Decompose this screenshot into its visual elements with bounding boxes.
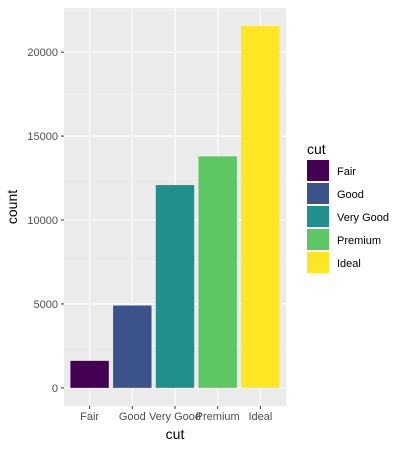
x-tick-label: Good <box>119 411 146 423</box>
y-axis: 0 5000 10000 15000 20000 <box>27 47 64 395</box>
x-tick-label: Very Good <box>149 411 201 423</box>
y-tick-label: 10000 <box>27 215 58 227</box>
y-tick-label: 15000 <box>27 131 58 143</box>
legend-label: Ideal <box>337 258 361 270</box>
y-tick-label: 5000 <box>34 299 58 311</box>
legend-label: Premium <box>337 235 381 247</box>
bars <box>70 26 280 388</box>
legend-key <box>307 252 329 273</box>
bar-premium <box>198 156 237 388</box>
bar-very-good <box>155 185 195 388</box>
legend-label: Very Good <box>337 212 389 224</box>
legend-key <box>307 160 329 181</box>
legend-title: cut <box>307 141 326 157</box>
x-tick-label: Fair <box>80 411 99 423</box>
bar-ideal <box>241 26 280 388</box>
y-tick-label: 20000 <box>27 47 58 59</box>
x-tick-label: Ideal <box>248 411 272 423</box>
y-tick-label: 0 <box>52 383 58 395</box>
y-axis-title: count <box>4 190 20 224</box>
legend-key <box>307 183 329 204</box>
legend-label: Good <box>337 189 364 201</box>
bar-good <box>113 305 152 388</box>
legend-label: Fair <box>337 166 356 178</box>
legend-key <box>307 206 329 227</box>
x-axis-title: cut <box>166 426 185 442</box>
bar-fair <box>70 360 109 388</box>
x-tick-label: Premium <box>196 411 240 423</box>
legend: cut Fair Good Very Good Premium Ideal <box>307 141 389 273</box>
legend-key <box>307 229 329 250</box>
